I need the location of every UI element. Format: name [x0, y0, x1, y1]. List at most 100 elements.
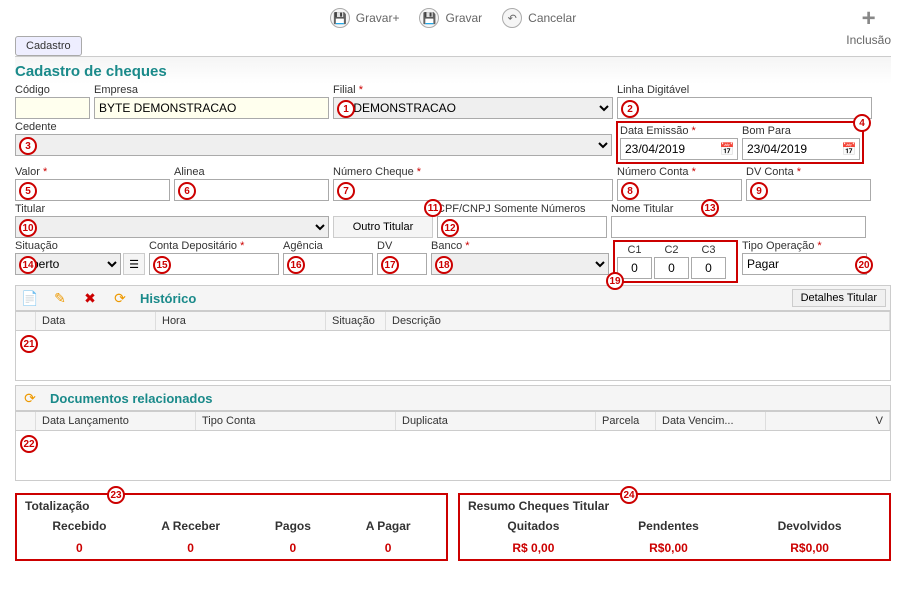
input-codigo[interactable]: [15, 97, 90, 119]
refresh-icon[interactable]: ⟳: [110, 289, 130, 307]
badge-12: 12: [441, 219, 459, 237]
badge-11: 11: [424, 199, 442, 217]
badge-20: 20: [855, 256, 873, 274]
tv-apagar: 0: [366, 541, 411, 555]
new-icon[interactable]: 📄: [20, 289, 40, 307]
label-c2: C2: [654, 244, 689, 256]
save-button[interactable]: 💾 Gravar: [419, 8, 482, 28]
col-duplicata: Duplicata: [396, 412, 596, 430]
label-filial: Filial *: [333, 84, 613, 96]
th-quitados: Quitados: [507, 519, 559, 533]
input-c3[interactable]: [691, 257, 726, 279]
tv-recebido: 0: [52, 541, 106, 555]
col-v: V: [766, 412, 890, 430]
label-codigo: Código: [15, 84, 90, 96]
input-num-cheque[interactable]: [333, 179, 613, 201]
badge-10: 10: [19, 219, 37, 237]
label-cpf: CPF/CNPJ Somente Números: [437, 203, 607, 215]
include-button[interactable]: + Inclusão: [846, 5, 891, 47]
cancel-button[interactable]: ↶ Cancelar: [502, 8, 576, 28]
select-filial[interactable]: E DEMONSTRACAO: [333, 97, 613, 119]
plus-icon: +: [846, 5, 891, 33]
detalhes-titular-button[interactable]: Detalhes Titular: [792, 289, 886, 307]
badge-19: 19: [606, 272, 624, 290]
badge-22: 22: [20, 435, 38, 453]
badge-23: 23: [107, 486, 125, 504]
undo-icon: ↶: [502, 8, 522, 28]
calendar-icon[interactable]: 📅: [717, 142, 737, 156]
select-cedente[interactable]: [15, 134, 612, 156]
th-pendentes: Pendentes: [638, 519, 699, 533]
badge-2: 2: [621, 100, 639, 118]
th-areceber: A Receber: [161, 519, 220, 533]
input-c2[interactable]: [654, 257, 689, 279]
input-empresa[interactable]: [94, 97, 329, 119]
tab-bar: Cadastro: [0, 36, 906, 56]
tv-quitados: R$ 0,00: [507, 541, 559, 555]
tab-cadastro[interactable]: Cadastro: [15, 36, 82, 56]
input-linha[interactable]: [617, 97, 872, 119]
label-banco: Banco *: [431, 240, 609, 252]
historico-grid-body: 21: [15, 331, 891, 381]
col-situacao: Situação: [326, 312, 386, 330]
label-situacao: Situação: [15, 240, 145, 252]
calendar-icon[interactable]: 📅: [839, 142, 859, 156]
label-tipo-op: Tipo Operação *: [742, 240, 867, 252]
totalizacao-box: 23 Totalização Recebido0 A Receber0 Pago…: [15, 493, 448, 561]
badge-1: 1: [337, 100, 355, 118]
label-c3: C3: [691, 244, 726, 256]
input-alinea[interactable]: [174, 179, 329, 201]
badge-16: 16: [287, 256, 305, 274]
badge-24: 24: [620, 486, 638, 504]
input-bom-para[interactable]: [743, 139, 839, 159]
documentos-title: Documentos relacionados: [50, 391, 213, 406]
input-valor[interactable]: [15, 179, 170, 201]
th-recebido: Recebido: [52, 519, 106, 533]
badge-4: 4: [853, 114, 871, 132]
badge-21: 21: [20, 335, 38, 353]
label-empresa: Empresa: [94, 84, 329, 96]
label-bom-para: Bom Para: [742, 125, 860, 137]
historico-grid-header: Data Hora Situação Descrição: [15, 311, 891, 331]
resumo-box: 24 Resumo Cheques Titular QuitadosR$ 0,0…: [458, 493, 891, 561]
input-tipo-op[interactable]: [742, 253, 867, 275]
edit-icon[interactable]: ✎: [50, 289, 70, 307]
historico-header: 📄 ✎ ✖ ⟳ Histórico Detalhes Titular: [15, 285, 891, 311]
refresh-icon[interactable]: ⟳: [20, 389, 40, 407]
badge-13: 13: [701, 199, 719, 217]
badge-3: 3: [19, 137, 37, 155]
situacao-list-button[interactable]: ☰: [123, 253, 145, 275]
save-plus-label: Gravar+: [356, 11, 400, 25]
save-plus-button[interactable]: 💾 Gravar+: [330, 8, 400, 28]
input-data-emissao[interactable]: [621, 139, 717, 159]
historico-title: Histórico: [140, 291, 196, 306]
select-banco[interactable]: [431, 253, 609, 275]
label-agencia: Agência: [283, 240, 373, 252]
badge-14: 14: [19, 256, 37, 274]
cancel-label: Cancelar: [528, 11, 576, 25]
input-nome-titular[interactable]: [611, 216, 866, 238]
badge-15: 15: [153, 256, 171, 274]
badge-18: 18: [435, 256, 453, 274]
label-data-emissao: Data Emissão *: [620, 125, 738, 137]
badge-8: 8: [621, 182, 639, 200]
label-valor: Valor *: [15, 166, 170, 178]
delete-icon[interactable]: ✖: [80, 289, 100, 307]
badge-5: 5: [19, 182, 37, 200]
resumo-title: Resumo Cheques Titular: [468, 499, 881, 513]
badge-9: 9: [750, 182, 768, 200]
documentos-grid-header: Data Lançamento Tipo Conta Duplicata Par…: [15, 411, 891, 431]
outro-titular-button[interactable]: Outro Titular: [333, 216, 433, 238]
th-apagar: A Pagar: [366, 519, 411, 533]
top-toolbar: 💾 Gravar+ 💾 Gravar ↶ Cancelar + Inclusão: [0, 0, 906, 36]
page-title: Cadastro de cheques: [15, 56, 891, 84]
label-cedente: Cedente: [15, 121, 612, 133]
save-label: Gravar: [445, 11, 482, 25]
label-alinea: Alinea: [174, 166, 329, 178]
input-cpf[interactable]: [437, 216, 607, 238]
tv-areceber: 0: [161, 541, 220, 555]
col-parcela: Parcela: [596, 412, 656, 430]
th-devolvidos: Devolvidos: [778, 519, 842, 533]
label-dv-conta: DV Conta *: [746, 166, 871, 178]
select-titular[interactable]: [15, 216, 329, 238]
